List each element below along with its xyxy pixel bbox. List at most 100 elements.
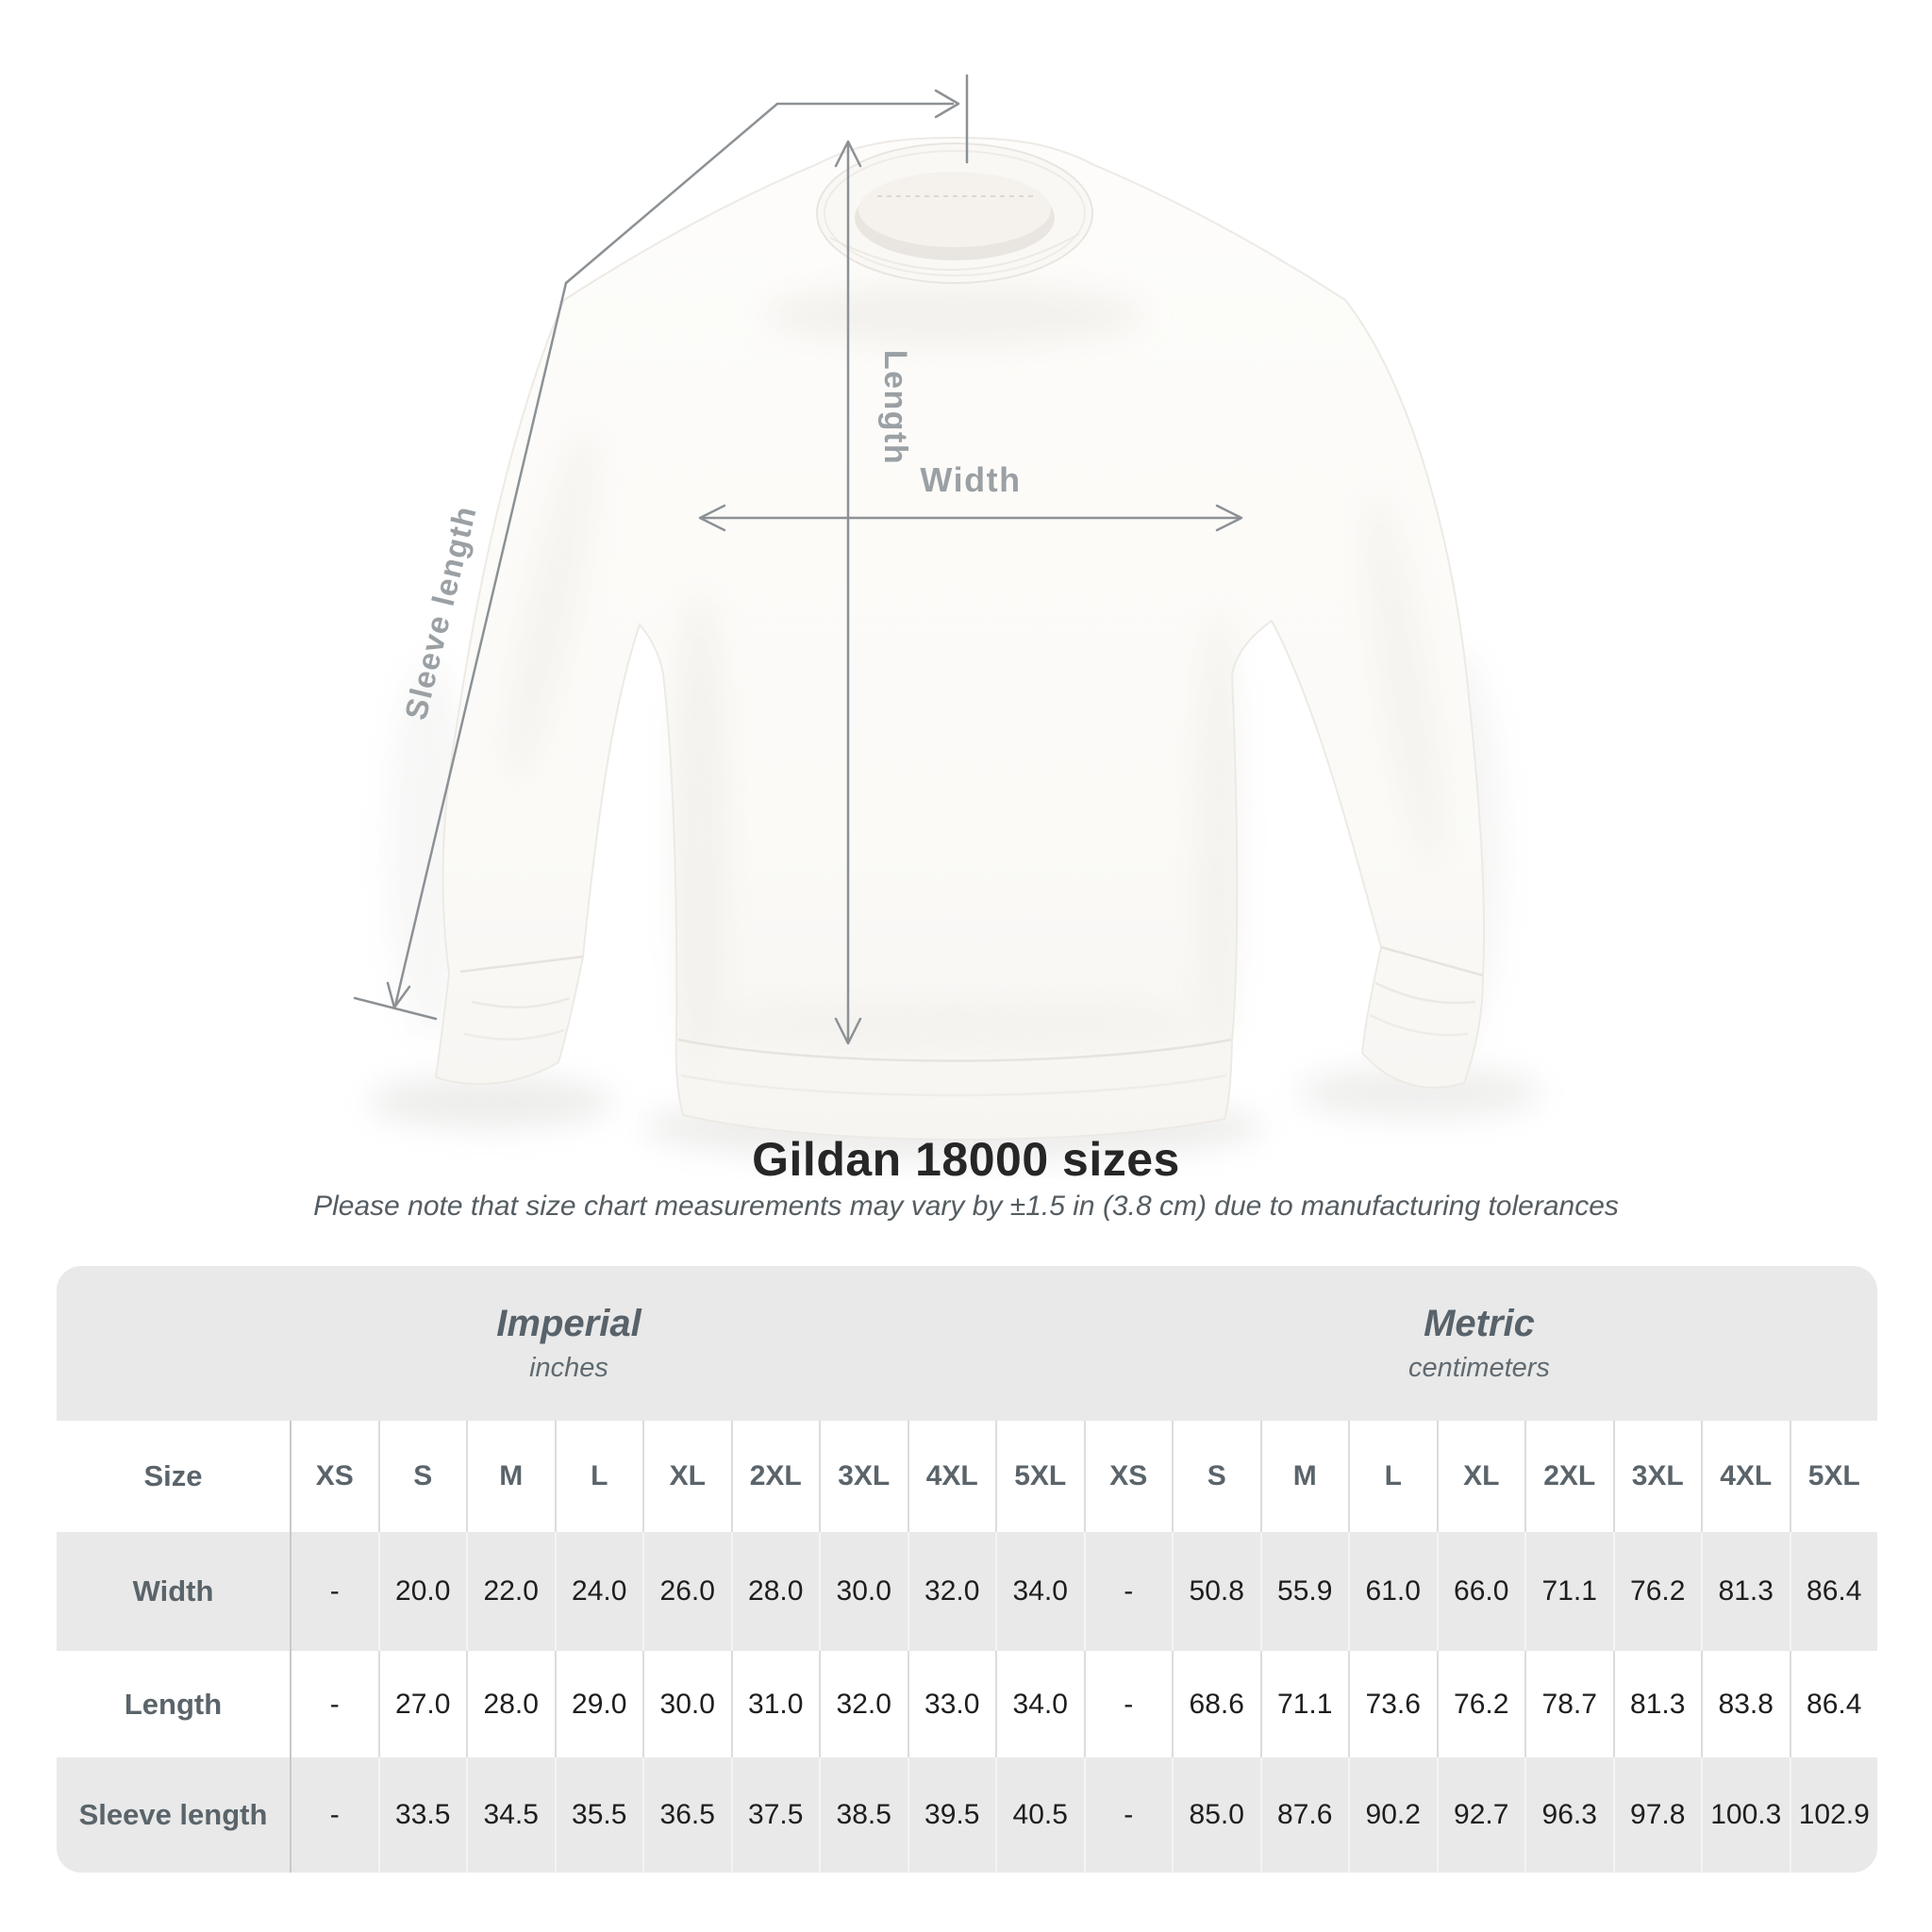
value-cell: 32.0: [907, 1532, 996, 1651]
value-cell: 28.0: [730, 1532, 820, 1651]
value-cell: 50.8: [1172, 1532, 1260, 1651]
value-cell: -: [1083, 1651, 1173, 1757]
value-cell: 73.6: [1348, 1651, 1437, 1757]
size-header-row: Size XS S M L XL 2XL 3XL 4XL 5XL XS S M L XL 2XL 3XL 4XL 5…: [57, 1421, 1877, 1532]
value-cell: 61.0: [1348, 1532, 1437, 1651]
value-cell: 87.6: [1259, 1757, 1349, 1873]
metric-title: Metric: [1424, 1303, 1535, 1344]
value-cell: 34.0: [995, 1532, 1084, 1651]
value-cell: 27.0: [377, 1651, 467, 1757]
sleeve-end-tick: [353, 996, 438, 1021]
value-cell: 90.2: [1348, 1757, 1437, 1873]
value-cell: 92.7: [1436, 1757, 1525, 1873]
value-cell: 33.0: [907, 1651, 996, 1757]
size-header-label: Size: [143, 1459, 203, 1492]
value-cell: 36.5: [642, 1757, 731, 1873]
length-arrow-down: [834, 1017, 862, 1045]
value-cell: 20.0: [377, 1532, 467, 1651]
value-cell: 38.5: [819, 1757, 908, 1873]
row-label: Width: [132, 1574, 214, 1607]
value-cell: 85.0: [1172, 1757, 1260, 1873]
value-cell: 100.3: [1701, 1757, 1790, 1873]
value-cell: -: [1083, 1757, 1173, 1873]
value-cell: 22.0: [466, 1532, 555, 1651]
value-cell: -: [290, 1651, 378, 1757]
value-cell: -: [1083, 1532, 1173, 1651]
value-cell: 28.0: [466, 1651, 555, 1757]
size-column-header: XL: [1436, 1421, 1525, 1532]
imperial-title: Imperial: [496, 1303, 641, 1344]
value-cell: 96.3: [1524, 1757, 1613, 1873]
size-column-header: 2XL: [1524, 1421, 1613, 1532]
size-column-header: 5XL: [995, 1421, 1084, 1532]
page-title: Gildan 18000 sizes: [752, 1133, 1180, 1186]
size-column-header: XS: [1083, 1421, 1173, 1532]
value-cell: 86.4: [1789, 1532, 1878, 1651]
collar-leader-line: [564, 102, 955, 285]
sweatshirt: [434, 136, 1486, 1141]
size-column-header: XL: [642, 1421, 731, 1532]
length-label: Length: [877, 350, 913, 465]
units-header-band: Imperial inches Metric centimeters: [57, 1266, 1877, 1421]
table-body: Size XS S M L XL 2XL 3XL 4XL 5XL XS S M L XL 2XL 3XL 4XL 5…: [57, 1421, 1877, 1873]
table-row: Length -27.0 28.0 29.0 30.0 31.0 32.0 33.0 34.0-…: [57, 1651, 1877, 1757]
size-column-header: 4XL: [907, 1421, 996, 1532]
size-column-header: XS: [290, 1421, 378, 1532]
value-cell: 71.1: [1259, 1651, 1349, 1757]
table-row: Width -20.0 22.0 24.0 26.0 28.0 30.0 32.0 34.0-5…: [57, 1532, 1877, 1651]
value-cell: 83.8: [1701, 1651, 1790, 1757]
collar: [816, 142, 1093, 284]
value-cell: 34.5: [466, 1757, 555, 1873]
imperial-unit: inches: [529, 1353, 608, 1383]
sleeve-line: [393, 281, 568, 1008]
value-cell: -: [290, 1757, 378, 1873]
value-cell: 30.0: [819, 1532, 908, 1651]
value-cell: 78.7: [1524, 1651, 1613, 1757]
size-column-header: M: [1259, 1421, 1349, 1532]
metric-header: Metric centimeters: [1081, 1266, 1877, 1421]
size-column-header: 3XL: [819, 1421, 908, 1532]
size-column-header: 2XL: [730, 1421, 820, 1532]
row-label: Length: [124, 1687, 223, 1721]
value-cell: 86.4: [1789, 1651, 1878, 1757]
length-arrow-up: [834, 140, 862, 168]
metric-unit: centimeters: [1408, 1353, 1550, 1383]
width-arrow-left: [698, 504, 726, 532]
size-column-header: L: [1348, 1421, 1437, 1532]
value-cell: 32.0: [819, 1651, 908, 1757]
value-cell: 81.3: [1701, 1532, 1790, 1651]
size-column-header: L: [554, 1421, 643, 1532]
collar-leader-arrow: [934, 89, 960, 119]
size-column-header: S: [1172, 1421, 1260, 1532]
row-label: Sleeve length: [78, 1798, 268, 1831]
size-column-header: 5XL: [1789, 1421, 1878, 1532]
sweatshirt-figure: Length Width Sleeve length: [353, 74, 1542, 1161]
width-arrow-right: [1215, 504, 1243, 532]
value-cell: 68.6: [1172, 1651, 1260, 1757]
value-cell: 24.0: [554, 1532, 643, 1651]
value-cell: 71.1: [1524, 1532, 1613, 1651]
value-cell: 29.0: [554, 1651, 643, 1757]
value-cell: 55.9: [1259, 1532, 1349, 1651]
value-cell: 97.8: [1612, 1757, 1702, 1873]
value-cell: 76.2: [1436, 1651, 1525, 1757]
value-cell: 81.3: [1612, 1651, 1702, 1757]
size-column-header: M: [466, 1421, 555, 1532]
value-cell: 26.0: [642, 1532, 731, 1651]
value-cell: 102.9: [1789, 1757, 1878, 1873]
tolerance-note: Please note that size chart measurements…: [313, 1191, 1619, 1222]
size-table: Imperial inches Metric centimeters Size X…: [57, 1266, 1877, 1873]
value-cell: 76.2: [1612, 1532, 1702, 1651]
value-cell: 33.5: [377, 1757, 467, 1873]
value-cell: 34.0: [995, 1651, 1084, 1757]
value-cell: 40.5: [995, 1757, 1084, 1873]
size-column-header: S: [377, 1421, 467, 1532]
value-cell: 30.0: [642, 1651, 731, 1757]
measurement-annotations: [353, 74, 1243, 1045]
value-cell: 31.0: [730, 1651, 820, 1757]
value-cell: 39.5: [907, 1757, 996, 1873]
value-cell: 66.0: [1436, 1532, 1525, 1651]
value-cell: 37.5: [730, 1757, 820, 1873]
width-label: Width: [920, 460, 1021, 499]
